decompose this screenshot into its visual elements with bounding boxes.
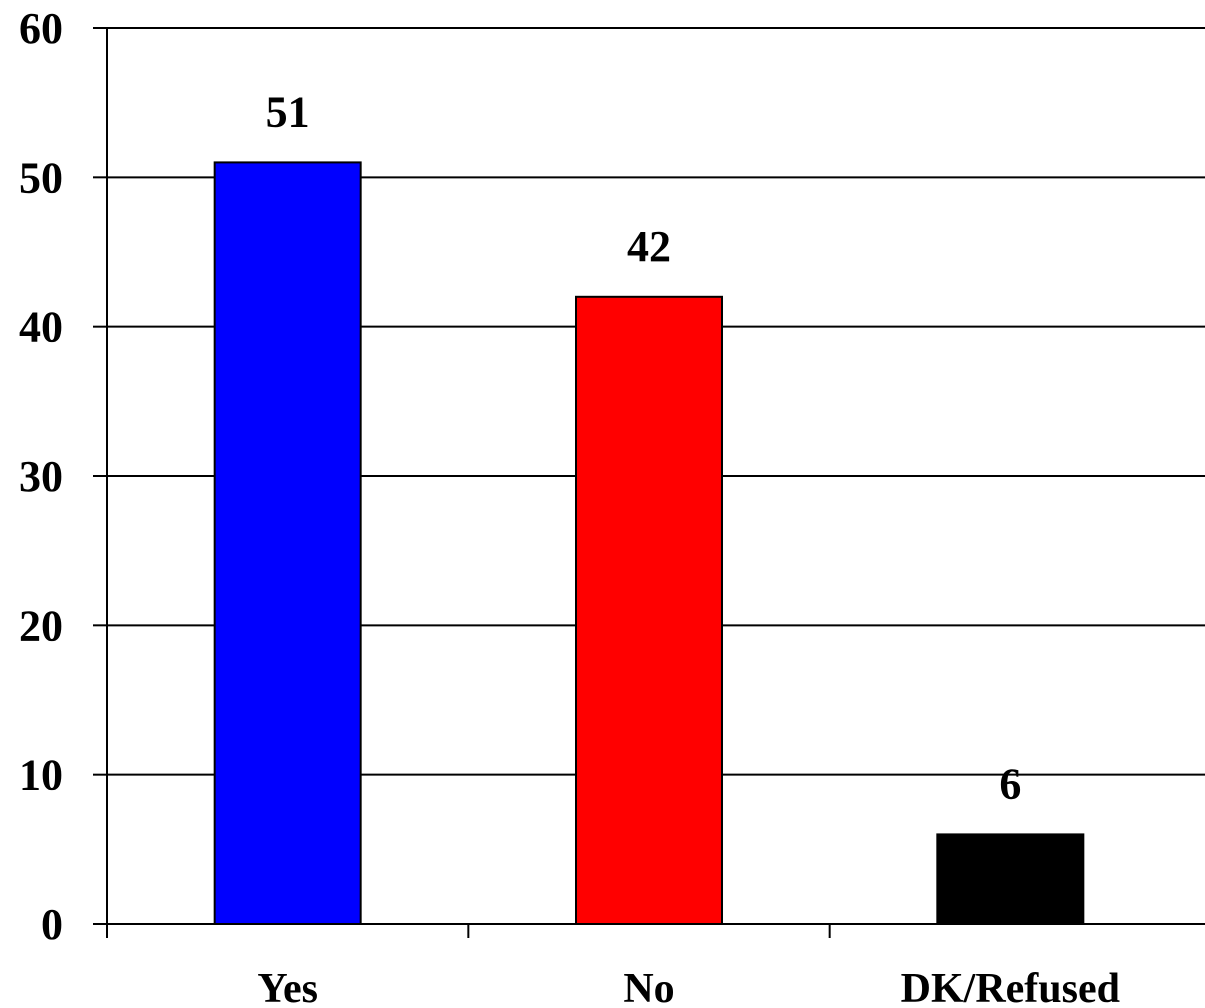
y-tick-label: 0 [41, 900, 63, 949]
bar-yes [213, 161, 362, 925]
y-tick-label: 10 [19, 751, 63, 800]
y-axis-ticks: 0 10 20 30 40 50 60 [19, 4, 107, 949]
y-tick-label: 40 [19, 303, 63, 352]
bar-dk-refused [936, 833, 1085, 926]
bar-no [575, 295, 723, 925]
y-tick-label: 20 [19, 601, 63, 650]
data-label: 42 [627, 222, 671, 271]
category-label: Yes [257, 966, 318, 1008]
y-tick-label: 50 [19, 153, 63, 202]
data-label: 51 [266, 87, 310, 136]
data-label: 6 [999, 759, 1021, 808]
x-axis-ticks [106, 924, 831, 938]
y-tick-label: 30 [19, 452, 63, 501]
category-label: No [623, 966, 674, 1008]
category-labels: Yes No DK/Refused [257, 966, 1120, 1008]
category-label: DK/Refused [901, 966, 1120, 1008]
y-tick-label: 60 [19, 4, 63, 53]
data-labels: 51 42 6 [266, 87, 1022, 808]
bars [213, 161, 1085, 926]
